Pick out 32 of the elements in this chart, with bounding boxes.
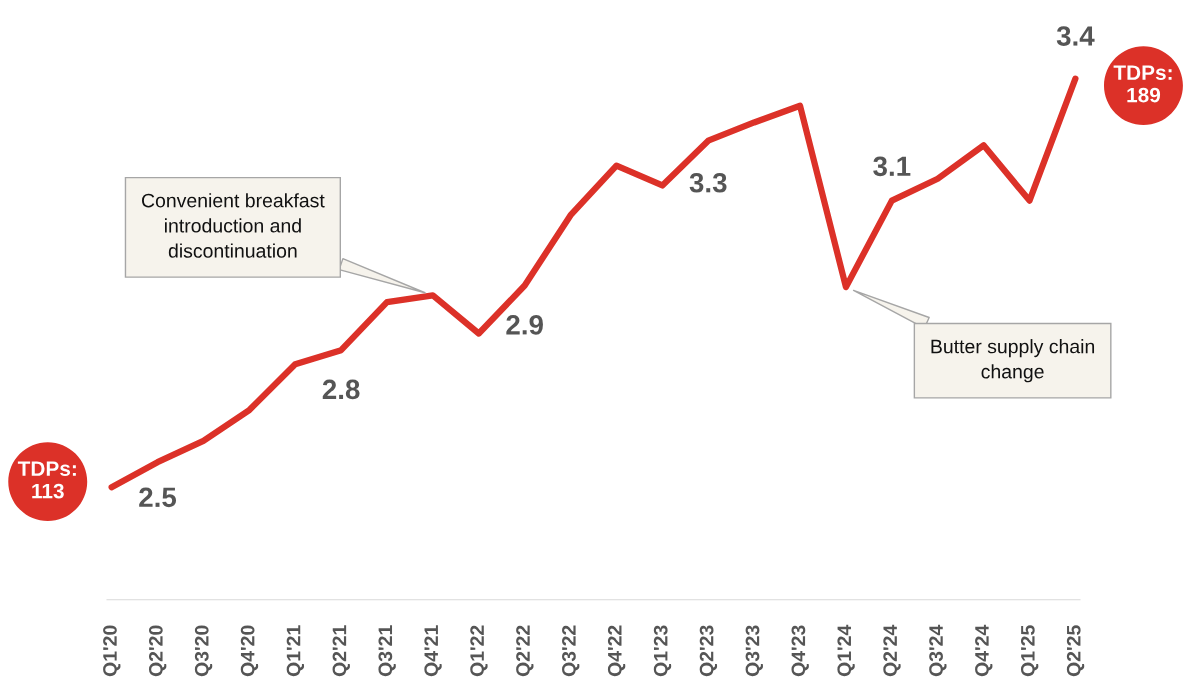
annotation: 2.8 bbox=[322, 379, 360, 400]
x-tick-label: Q3'24 bbox=[929, 624, 947, 677]
annotation: 3.4 bbox=[1056, 26, 1095, 46]
x-tick-label: Q1'21 bbox=[286, 625, 305, 677]
annotation: 3.1 bbox=[873, 156, 911, 177]
x-tick-label: Q2'24 bbox=[883, 624, 901, 677]
x-tick-label: Q1'25 bbox=[1020, 625, 1039, 677]
annotation: 3.3 bbox=[689, 172, 727, 193]
x-tick-label: Q4'22 bbox=[607, 625, 626, 677]
annotation: 2.5 bbox=[139, 487, 177, 508]
x-tick-label: Q2'23 bbox=[699, 625, 718, 677]
x-tick-label: Q1'22 bbox=[470, 625, 488, 677]
annotation: 2.9 bbox=[506, 314, 543, 335]
x-tick-label: Q2'22 bbox=[516, 625, 534, 677]
x-tick-label: Q1'23 bbox=[653, 625, 672, 677]
x-tick-label: Q3'22 bbox=[562, 625, 580, 677]
x-tick-label: Q4'20 bbox=[240, 625, 259, 677]
x-tick-label: Q4'24 bbox=[975, 624, 993, 677]
annotation: Convenient breakfast introduction and discontinuation bbox=[142, 193, 325, 258]
x-tick-label: Q4'23 bbox=[791, 625, 809, 677]
x-tick-label: Q3'23 bbox=[745, 625, 763, 677]
x-tick-label: Q1'20 bbox=[103, 625, 121, 677]
x-tick-label: Q2'25 bbox=[1066, 625, 1085, 677]
annotation: Butter supply chain change bbox=[931, 339, 1095, 383]
x-tick-label: Q1'24 bbox=[837, 624, 855, 677]
annotation: TDPs: 113 bbox=[17, 461, 76, 499]
annotation: TDPs: 189 bbox=[1113, 65, 1172, 103]
x-tick-label: Q3'21 bbox=[378, 625, 396, 677]
x-tick-label: Q2'20 bbox=[148, 625, 167, 677]
x-tick-label: Q3'20 bbox=[194, 625, 213, 677]
x-tick-label: Q2'21 bbox=[332, 625, 350, 677]
x-tick-label: Q4'21 bbox=[424, 625, 442, 677]
